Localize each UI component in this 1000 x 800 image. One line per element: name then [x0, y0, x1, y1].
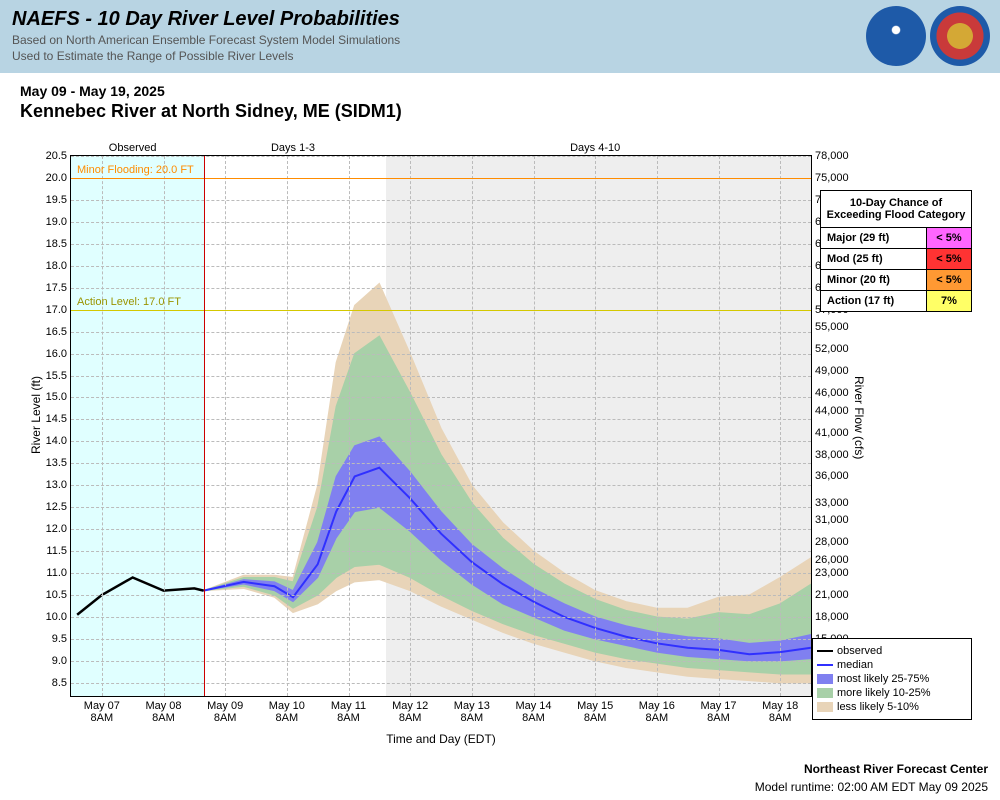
y-left-tick: 10.0 [46, 611, 67, 623]
legend-item: median [817, 659, 967, 671]
nws-logo-icon [930, 6, 990, 66]
y-left-tick: 17.0 [46, 304, 67, 316]
chart-title-area: May 09 - May 19, 2025 Kennebec River at … [0, 73, 1000, 126]
x-tick: May 158AM [577, 700, 613, 724]
x-tick: May 138AM [454, 700, 490, 724]
y-left-tick: 20.5 [46, 150, 67, 162]
y-right-tick: 36,000 [815, 470, 849, 482]
y-left-tick: 12.5 [46, 501, 67, 513]
y-left-tick: 17.5 [46, 282, 67, 294]
y-right-tick: 75,000 [815, 172, 849, 184]
footer-runtime: Model runtime: 02:00 AM EDT May 09 2025 [755, 780, 988, 794]
legend-box: observed median most likely 25-75% more lik… [812, 638, 972, 720]
y-right-tick: 21,000 [815, 589, 849, 601]
y-left-tick: 15.5 [46, 370, 67, 382]
chart-svg [71, 156, 811, 696]
y-left-tick: 11.0 [46, 567, 67, 579]
flood-row: Major (29 ft)< 5% [821, 227, 971, 248]
y-right-tick: 49,000 [815, 365, 849, 377]
location-title: Kennebec River at North Sidney, ME (SIDM… [20, 101, 980, 122]
y-left-tick: 9.0 [52, 655, 67, 667]
now-line [204, 156, 206, 696]
y-right-tick: 78,000 [815, 150, 849, 162]
x-tick: May 148AM [515, 700, 551, 724]
y-right-label: River Flow (cfs) [852, 376, 866, 459]
y-left-label: River Level (ft) [29, 376, 43, 454]
x-tick: May 098AM [207, 700, 243, 724]
y-left-tick: 11.5 [46, 545, 67, 557]
y-left-tick: 18.0 [46, 260, 67, 272]
y-left-tick: 16.0 [46, 348, 67, 360]
y-left-tick: 19.0 [46, 216, 67, 228]
y-right-tick: 52,000 [815, 343, 849, 355]
y-right-tick: 55,000 [815, 321, 849, 333]
y-left-tick: 14.5 [46, 413, 67, 425]
y-left-tick: 14.0 [46, 435, 67, 447]
legend-item: less likely 5-10% [817, 701, 967, 713]
chart-container: 8.5 9.0 9.5 10.0 10.5 11.0 11.5 12.0 12.5 13.0 13.… [20, 140, 980, 740]
y-right-tick: 18,000 [815, 611, 849, 623]
y-right-tick: 33,000 [815, 497, 849, 509]
y-right-tick: 26,000 [815, 554, 849, 566]
y-right-tick: 38,000 [815, 449, 849, 461]
header-bar: NAEFS - 10 Day River Level Probabilities… [0, 0, 1000, 73]
plot-area: 8.59.09.510.010.511.011.512.012.513.013.… [70, 155, 812, 697]
flood-row: Action (17 ft)7% [821, 290, 971, 311]
y-right-tick: 23,000 [815, 567, 849, 579]
legend-item: more likely 10-25% [817, 687, 967, 699]
x-tick: May 188AM [762, 700, 798, 724]
x-tick: May 088AM [145, 700, 181, 724]
x-label: Time and Day (EDT) [386, 732, 496, 746]
x-tick: May 168AM [639, 700, 675, 724]
threshold-label: Action Level: 17.0 FT [77, 296, 181, 308]
y-left-tick: 20.0 [46, 172, 67, 184]
y-left-tick: 19.5 [46, 194, 67, 206]
y-left-tick: 9.5 [52, 633, 67, 645]
y-left-tick: 13.5 [46, 457, 67, 469]
threshold-label: Minor Flooding: 20.0 FT [77, 164, 194, 176]
y-left-tick: 16.5 [46, 326, 67, 338]
y-right-tick: 31,000 [815, 514, 849, 526]
subtitle-2: Used to Estimate the Range of Possible R… [12, 49, 988, 63]
x-tick: May 178AM [700, 700, 736, 724]
y-left-tick: 15.0 [46, 391, 67, 403]
flood-row: Minor (20 ft)< 5% [821, 269, 971, 290]
y-right-tick: 28,000 [815, 536, 849, 548]
page-title: NAEFS - 10 Day River Level Probabilities [12, 8, 988, 31]
y-left-tick: 8.5 [52, 677, 67, 689]
y-left-tick: 18.5 [46, 238, 67, 250]
period-label: Days 4-10 [570, 142, 620, 154]
x-tick: May 078AM [84, 700, 120, 724]
date-range: May 09 - May 19, 2025 [20, 83, 980, 99]
footer-center: Northeast River Forecast Center [804, 762, 988, 776]
noaa-logo-icon [866, 6, 926, 66]
legend-item: observed [817, 645, 967, 657]
y-left-tick: 12.0 [46, 523, 67, 535]
flood-row: Mod (25 ft)< 5% [821, 248, 971, 269]
x-tick: May 128AM [392, 700, 428, 724]
y-right-tick: 46,000 [815, 387, 849, 399]
x-tick: May 118AM [331, 700, 366, 724]
x-tick: May 108AM [269, 700, 305, 724]
period-label: Days 1-3 [271, 142, 315, 154]
y-left-tick: 13.0 [46, 479, 67, 491]
period-label: Observed [109, 142, 157, 154]
y-right-tick: 41,000 [815, 427, 849, 439]
y-right-tick: 44,000 [815, 405, 849, 417]
subtitle-1: Based on North American Ensemble Forecas… [12, 33, 988, 47]
flood-probability-box: 10-Day Chance of Exceeding Flood Categor… [820, 190, 972, 312]
logo-container [866, 6, 990, 66]
flood-box-title: 10-Day Chance of Exceeding Flood Categor… [821, 191, 971, 227]
y-left-tick: 10.5 [46, 589, 67, 601]
legend-item: most likely 25-75% [817, 673, 967, 685]
